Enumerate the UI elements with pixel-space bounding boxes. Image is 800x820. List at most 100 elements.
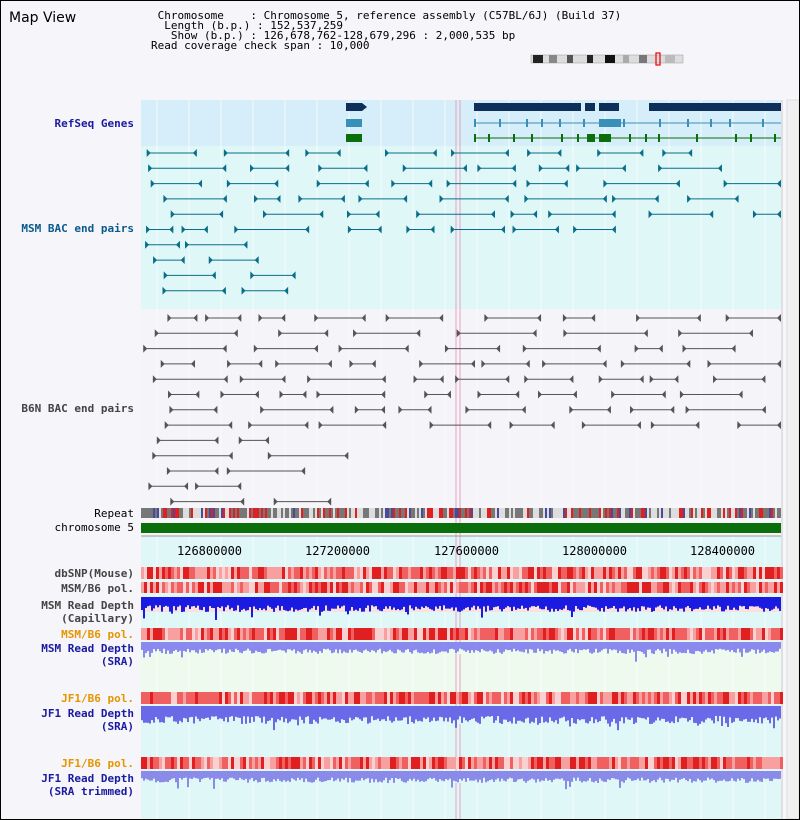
depth-bar [415,706,417,720]
pol-mark [699,692,702,704]
depth-bar [741,642,743,657]
repeat-mark [367,508,369,518]
label-msm-b6-pol-1[interactable]: MSM/B6 pol. [61,582,134,595]
depth-bar [521,771,523,779]
pol-mark [576,628,579,640]
depth-bar [477,642,479,651]
bac-end-marker [416,329,421,338]
pol-mark [306,692,309,704]
depth-bar [517,706,519,721]
depth-bar [741,706,743,722]
repeat-mark [629,508,631,518]
label-b6n-bac-end-pairs[interactable]: B6N BAC end pairs [21,402,134,415]
label-jf1-b6-pol-1[interactable]: JF1/B6 pol. [61,692,134,705]
depth-bar [211,706,213,717]
bac-end-marker [515,390,520,399]
gene-exon [750,134,752,142]
depth-bar [179,771,181,778]
bac-end-marker [678,329,683,338]
pol-mark [498,757,501,769]
pol-mark [687,692,690,704]
pol-mark [627,567,630,579]
bac-end-marker [713,375,718,384]
pol-mark [414,582,417,593]
depth-bar [189,771,191,779]
bac-end-marker [511,164,516,173]
pol-mark [687,582,690,593]
depth-bar [427,771,429,780]
depth-bar [457,771,459,783]
pol-mark [531,582,534,593]
depth-bar [345,771,347,778]
label-jf1-read-depth-sra-trimmed[interactable]: JF1 Read Depth (SRA trimmed) [41,772,134,798]
pol-mark [228,567,231,579]
bac-end-marker [233,329,238,338]
depth-bar [413,771,415,779]
pol-mark [213,567,216,579]
pol-mark [393,692,396,704]
label-jf1-b6-pol-2[interactable]: JF1/B6 pol. [61,757,134,770]
pol-mark [273,757,276,769]
pol-mark [243,692,246,704]
pol-mark [147,582,150,593]
label-refseq-genes[interactable]: RefSeq Genes [54,117,134,130]
repeat-mark [661,508,663,518]
label-msm-b6-pol-2[interactable]: MSM/B6 pol. [61,628,134,641]
depth-bar [525,706,527,719]
pol-mark [588,567,591,579]
depth-bar [247,597,249,611]
repeat-mark [417,508,419,518]
pol-mark [150,582,153,593]
gene-exon [526,119,528,127]
depth-bar [427,642,429,652]
bac-end-marker [279,390,284,399]
depth-bar [655,771,657,783]
depth-bar [629,706,631,720]
repeat-mark [725,508,727,518]
pol-mark [165,567,168,579]
repeat-mark [613,508,615,518]
pol-mark [693,628,696,640]
pol-mark [369,567,372,579]
pol-mark [639,567,642,579]
pol-mark [537,567,540,579]
depth-bar [333,706,335,718]
label-msm-bac-end-pairs[interactable]: MSM BAC end pairs [21,222,134,235]
gene-exon [488,134,490,142]
bac-end-marker [524,375,529,384]
depth-bar [473,706,475,719]
pol-mark [297,567,300,579]
pol-mark [744,582,747,593]
depth-bar [305,771,307,779]
pol-mark [519,692,522,704]
repeat-mark [297,508,299,518]
depth-bar [581,771,583,783]
depth-bar [521,597,523,606]
pol-mark [465,692,468,704]
depth-bar [649,597,651,608]
depth-bar [585,597,587,608]
pol-mark [714,757,717,769]
depth-bar [443,597,445,606]
repeat-mark [721,508,723,518]
depth-bar [601,597,603,608]
pol-mark [750,757,753,769]
label-msm-read-depth-capillary[interactable]: MSM Read Depth (Capillary) [41,599,134,625]
pol-mark [291,692,294,704]
pol-mark [474,628,477,640]
pol-mark [189,757,192,769]
repeat-mark [641,508,643,518]
pol-mark [348,628,351,640]
label-msm-read-depth-sra[interactable]: MSM Read Depth (SRA) [41,642,134,668]
depth-bar [537,771,539,780]
repeat-mark [253,508,255,518]
depth-bar [151,642,153,653]
depth-bar [623,642,625,654]
pol-mark [483,757,486,769]
repeat-mark [691,508,693,518]
label-jf1-read-depth-sra[interactable]: JF1 Read Depth (SRA) [41,707,134,733]
label-dbsnp[interactable]: dbSNP(Mouse) [54,567,134,580]
bac-end-marker [284,286,289,295]
depth-bar [695,771,697,782]
